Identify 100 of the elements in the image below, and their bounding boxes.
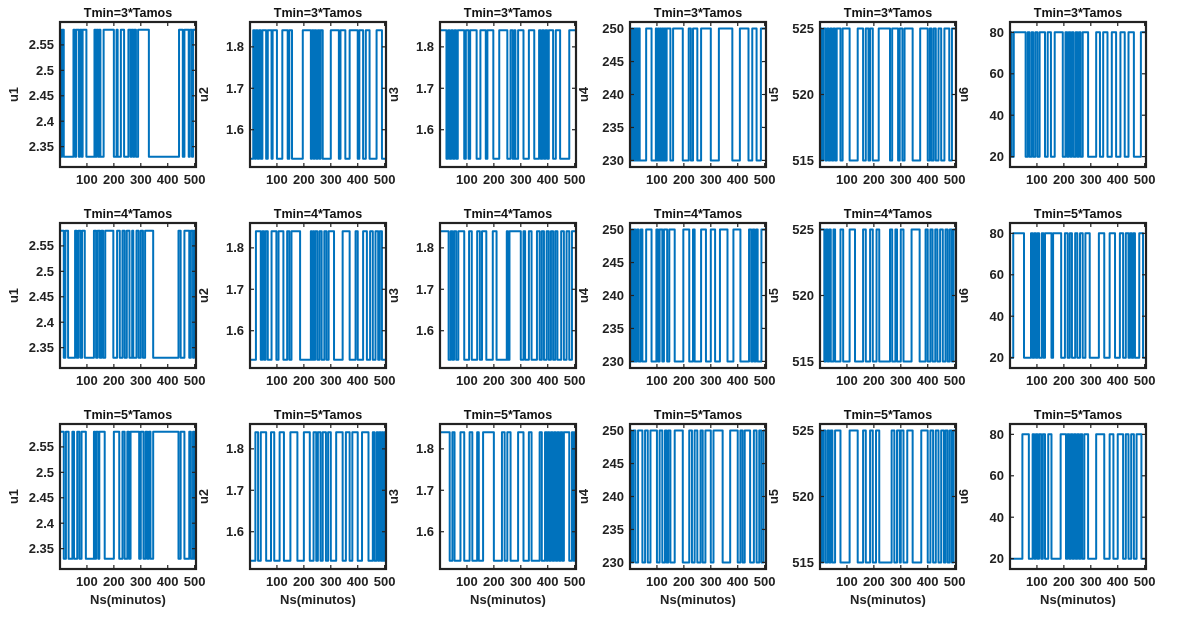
x-tick-label: 400 [726, 373, 749, 388]
y-tick-label: 2.45 [28, 490, 54, 506]
y-tick-label: 2.4 [35, 113, 55, 129]
x-tick-label: 400 [726, 172, 749, 187]
x-tick-label: 200 [673, 574, 695, 589]
x-tick-label: 400 [1106, 172, 1129, 187]
x-tick-label: 500 [373, 574, 396, 589]
y-tick-label: 1.7 [225, 80, 244, 96]
y-tick-label: 2.4 [35, 314, 55, 330]
x-tick-label: 400 [346, 373, 369, 388]
y-tick-label: 250 [602, 21, 624, 37]
x-tick-label: 100 [1026, 373, 1048, 388]
x-tick-label: 500 [373, 172, 396, 187]
y-tick-label: 80 [989, 426, 1004, 442]
x-tick-label: 500 [183, 373, 206, 388]
x-tick-label: 500 [943, 172, 966, 187]
y-tick-label: 80 [989, 225, 1004, 241]
y-tick-label: 1.7 [225, 281, 244, 297]
x-tick-label: 500 [1133, 574, 1156, 589]
y-tick-label: 1.8 [225, 441, 244, 457]
x-tick-label: 200 [863, 172, 885, 187]
y-tick-label: 515 [792, 152, 814, 168]
y-axis-title: u1 [6, 86, 21, 103]
y-tick-label: 1.7 [415, 482, 434, 498]
y-tick-label: 60 [989, 468, 1004, 484]
y-tick-label: 60 [989, 66, 1004, 82]
y-tick-label: 520 [792, 288, 814, 303]
y-tick-label: 2.35 [28, 541, 54, 557]
x-tick-label: 300 [1079, 172, 1102, 187]
x-tick-label: 200 [293, 172, 315, 187]
y-tick-label: 2.35 [28, 340, 54, 356]
y-tick-label: 525 [792, 222, 814, 238]
x-tick-label: 300 [889, 574, 912, 589]
x-tick-label: 200 [103, 373, 125, 388]
x-tick-label: 200 [673, 373, 695, 388]
y-tick-label: 1.8 [415, 441, 434, 457]
x-tick-label: 300 [509, 172, 532, 187]
y-axis-title: u2 [196, 287, 211, 304]
x-tick-label: 500 [753, 373, 776, 388]
y-tick-label: 1.6 [415, 323, 434, 339]
x-tick-label: 400 [1106, 373, 1129, 388]
y-tick-label: 245 [602, 54, 624, 70]
y-tick-label: 525 [792, 21, 814, 37]
chart-title: Tmin=3*Tamos [843, 6, 933, 20]
x-axis-title: Ns(minutos) [660, 592, 736, 607]
x-tick-label: 400 [536, 172, 559, 187]
y-tick-label: 240 [602, 87, 624, 102]
x-tick-label: 500 [1133, 172, 1156, 187]
x-tick-label: 300 [889, 373, 912, 388]
y-tick-label: 235 [602, 320, 624, 336]
y-tick-label: 20 [989, 149, 1004, 165]
x-tick-label: 300 [129, 574, 152, 589]
x-tick-label: 200 [103, 574, 125, 589]
x-tick-label: 100 [646, 172, 668, 187]
y-tick-label: 40 [989, 509, 1004, 525]
chart-title: Tmin=5*Tamos [1033, 408, 1123, 422]
x-tick-label: 300 [319, 373, 342, 388]
x-tick-label: 100 [1026, 574, 1048, 589]
chart-title: Tmin=3*Tamos [653, 6, 743, 20]
x-tick-label: 400 [1106, 574, 1129, 589]
y-axis-title: u6 [956, 287, 971, 304]
x-tick-label: 400 [726, 574, 749, 589]
x-axis-title: Ns(minutos) [850, 592, 926, 607]
x-tick-label: 500 [183, 172, 206, 187]
y-tick-label: 515 [792, 353, 814, 369]
x-tick-label: 300 [509, 574, 532, 589]
x-tick-label: 300 [699, 373, 722, 388]
chart-title: Tmin=5*Tamos [1033, 207, 1123, 221]
x-tick-label: 200 [673, 172, 695, 187]
y-tick-label: 40 [989, 308, 1004, 324]
y-axis-title: u6 [956, 488, 971, 505]
x-tick-label: 100 [266, 373, 288, 388]
x-tick-label: 400 [346, 172, 369, 187]
x-tick-label: 100 [836, 574, 858, 589]
y-tick-label: 1.7 [415, 80, 434, 96]
x-tick-label: 200 [483, 373, 505, 388]
x-tick-label: 400 [916, 373, 939, 388]
y-tick-label: 230 [602, 353, 624, 369]
chart-title: Tmin=4*Tamos [463, 207, 553, 221]
y-tick-label: 245 [602, 456, 624, 472]
x-tick-label: 400 [916, 172, 939, 187]
y-axis-title: u5 [766, 86, 781, 103]
y-tick-label: 2.55 [28, 238, 54, 254]
y-tick-label: 1.6 [225, 323, 244, 339]
x-tick-label: 300 [699, 574, 722, 589]
x-tick-label: 500 [563, 574, 586, 589]
y-tick-label: 2.35 [28, 139, 54, 155]
x-tick-label: 500 [753, 172, 776, 187]
x-tick-label: 200 [293, 574, 315, 589]
y-tick-label: 235 [602, 521, 624, 537]
x-axis-title: Ns(minutos) [280, 592, 356, 607]
y-tick-label: 1.6 [225, 524, 244, 540]
y-axis-title: u3 [386, 287, 401, 304]
x-tick-label: 500 [943, 574, 966, 589]
y-tick-label: 1.8 [225, 240, 244, 256]
x-tick-label: 100 [456, 172, 478, 187]
y-tick-label: 230 [602, 554, 624, 570]
x-tick-label: 300 [889, 172, 912, 187]
chart-title: Tmin=5*Tamos [83, 408, 173, 422]
y-tick-label: 1.6 [225, 122, 244, 138]
